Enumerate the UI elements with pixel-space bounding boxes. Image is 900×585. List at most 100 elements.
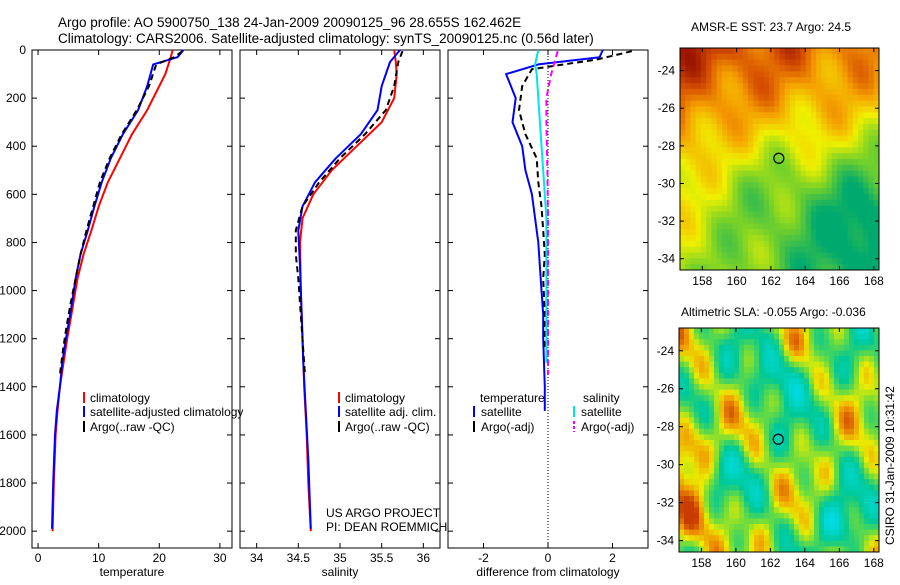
heatmap-cell [784, 473, 790, 480]
heatmap-cell [842, 176, 848, 183]
heatmap-cell [824, 535, 830, 542]
heatmap-cell [863, 199, 869, 207]
heatmap-cell [842, 229, 848, 236]
heatmap-cell [699, 524, 705, 530]
heatmap-cell [684, 518, 690, 525]
heatmap-cell [816, 229, 822, 236]
heatmap-cell [863, 211, 869, 218]
heatmap-cell [679, 496, 685, 502]
heatmap-cell [819, 479, 825, 486]
heatmap-cell [799, 484, 805, 491]
heatmap-cell [734, 356, 740, 362]
heatmap-cell [858, 123, 864, 131]
heatmap-cell [753, 59, 759, 66]
heatmap-cell [795, 153, 801, 160]
heatmap-cell [869, 389, 875, 396]
heatmap-cell [694, 328, 700, 334]
heatmap-cell [863, 153, 869, 160]
heatmap-cell [753, 176, 759, 183]
heatmap-cell [852, 159, 859, 166]
heatmap-cell [816, 65, 822, 72]
heatmap-cell [858, 159, 864, 166]
heatmap-cell [719, 546, 725, 553]
heatmap-cell [729, 356, 735, 362]
heatmap-cell [719, 451, 725, 458]
heatmap-cell [826, 176, 833, 183]
heatmap-cell [734, 412, 740, 418]
heatmap-cell [763, 229, 770, 236]
heatmap-cell [714, 417, 720, 424]
heatmap-cell [784, 356, 790, 362]
heatmap-cell [844, 389, 850, 396]
heatmap-cell [754, 412, 760, 418]
heatmap-cell [748, 229, 754, 236]
heatmap-cell [842, 48, 848, 55]
heatmap-cell [814, 529, 820, 536]
heatmap-cell [724, 507, 730, 514]
heatmap-cell [864, 473, 870, 480]
heatmap-cell [858, 71, 864, 78]
heatmap-cell [729, 546, 735, 553]
legend-label-climatology: climatology [90, 391, 150, 405]
heatmap-cell [794, 507, 800, 514]
heatmap-cell [789, 473, 795, 480]
sst-map: 158 160 162 164 166 168-24-26-28-30-32-34 [658, 47, 884, 288]
heatmap-cell [729, 473, 735, 480]
heatmap-cell [679, 378, 685, 385]
heatmap-cell [764, 479, 770, 486]
heatmap-cell [724, 484, 730, 491]
heatmap-cell [859, 356, 865, 362]
heatmap-cell [852, 118, 859, 125]
x-axis-label: difference from climatology [476, 565, 619, 579]
heatmap-cell [690, 147, 697, 154]
heatmap-cell [795, 88, 801, 96]
heatmap-cell [758, 77, 765, 84]
heatmap-cell [774, 378, 780, 385]
heatmap-cell [789, 518, 795, 525]
heatmap-cell [684, 333, 690, 340]
heatmap-cell [844, 384, 850, 390]
heatmap-cell [800, 164, 807, 172]
heatmap-cell [769, 490, 775, 497]
heatmap-cell [704, 434, 710, 441]
heatmap-cell [714, 535, 720, 542]
heatmap-cell [849, 378, 855, 385]
heatmap-cell [719, 395, 725, 402]
heatmap-cell [829, 423, 835, 430]
heatmap-cell [800, 53, 807, 61]
heatmap-cell [842, 234, 848, 242]
heatmap-cell [844, 423, 850, 430]
heatmap-cell [863, 65, 869, 72]
heatmap-cell [724, 535, 730, 542]
heatmap-cell [744, 490, 750, 497]
heatmap-cell [804, 462, 810, 469]
heatmap-cell [804, 423, 810, 430]
heatmap-cell [729, 333, 735, 340]
heatmap-cell [849, 361, 855, 368]
heatmap-cell [763, 65, 770, 72]
heatmap-cell [679, 479, 685, 486]
heatmap-cell [810, 182, 817, 189]
heatmap-cell [742, 129, 749, 137]
heatmap-cell [809, 434, 815, 441]
heatmap-cell [847, 53, 854, 61]
heatmap-cell [716, 223, 723, 230]
heatmap-cell [706, 77, 712, 84]
heatmap-cell [734, 361, 740, 368]
heatmap-cell [869, 440, 875, 446]
heatmap-cell [704, 496, 710, 502]
heatmap-cell [819, 462, 825, 469]
heatmap-cell [784, 164, 791, 172]
heatmap-cell [732, 153, 739, 160]
heatmap-cell [774, 141, 780, 148]
heatmap-cell [829, 468, 835, 474]
heatmap-cell [737, 153, 744, 160]
heatmap-cell [690, 141, 697, 148]
heatmap-cell [849, 501, 855, 508]
heatmap-cell [819, 384, 825, 390]
heatmap-cell [789, 88, 796, 96]
heatmap-cell [821, 100, 828, 107]
heatmap-cell [763, 94, 770, 101]
x-tick-label: 36 [417, 551, 431, 565]
